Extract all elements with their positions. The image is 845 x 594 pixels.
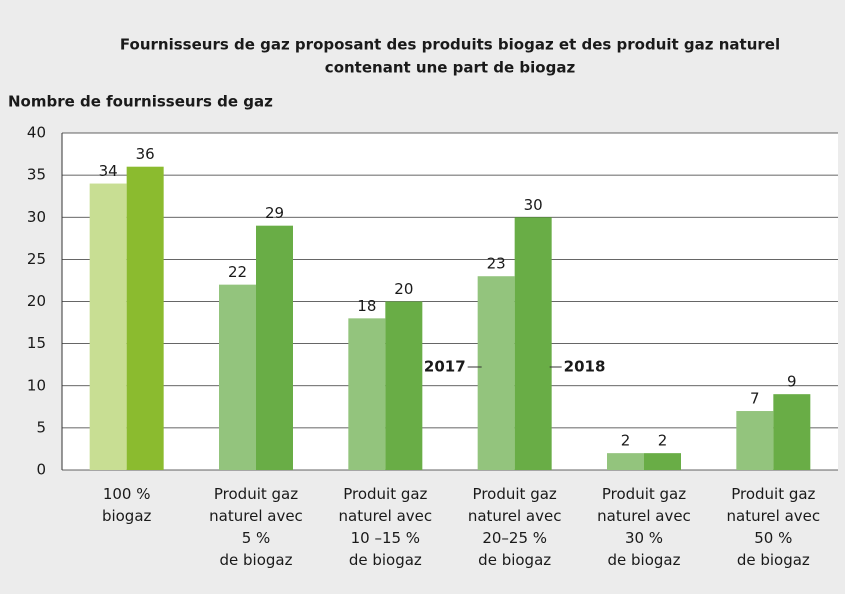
value-label: 18 — [357, 297, 376, 315]
legend-label: 2018 — [564, 358, 606, 376]
bar — [644, 453, 681, 470]
x-tick-label: Produit gaz naturel avec 5 % de biogaz — [209, 485, 303, 569]
bar — [385, 301, 423, 470]
bar — [348, 318, 386, 470]
chart-title: Fournisseurs de gaz proposant des produi… — [120, 36, 780, 54]
y-tick-label: 5 — [36, 418, 46, 436]
y-axis-label: Nombre de fournisseurs de gaz — [8, 93, 273, 111]
bar — [773, 394, 811, 470]
value-label: 7 — [750, 390, 760, 408]
legend-label: 2017 — [424, 358, 466, 376]
y-tick-label: 40 — [27, 124, 46, 142]
x-tick-label: Produit gaz naturel avec 50 % de biogaz — [727, 485, 821, 569]
x-tick-label: Produit gaz naturel avec 30 % de biogaz — [597, 485, 691, 569]
bar — [219, 284, 256, 470]
y-tick-label: 15 — [27, 334, 46, 352]
value-label: 30 — [524, 196, 543, 214]
value-label: 34 — [99, 162, 118, 180]
x-tick-label: Produit gaz naturel avec 20–25 % de biogaz — [468, 485, 562, 569]
bar — [256, 225, 293, 470]
value-label: 9 — [787, 373, 797, 391]
value-label: 29 — [265, 204, 284, 222]
chart-title: contenant une part de biogaz — [325, 59, 576, 77]
x-tick-label: Produit gaz naturel avec 10 –15 % de biogaz — [339, 485, 433, 569]
value-label: 22 — [228, 263, 247, 281]
y-tick-label: 20 — [27, 292, 46, 310]
value-label: 20 — [394, 280, 413, 298]
y-tick-label: 35 — [27, 166, 46, 184]
value-label: 2 — [658, 432, 668, 450]
bar — [477, 276, 515, 470]
x-tick-label: 100 % biogaz — [102, 485, 152, 525]
value-label: 23 — [487, 255, 506, 273]
y-tick-label: 0 — [36, 461, 46, 479]
bar — [126, 166, 164, 470]
bar — [736, 411, 774, 470]
y-tick-label: 30 — [27, 208, 46, 226]
bar — [607, 453, 644, 470]
bar — [514, 217, 552, 470]
y-tick-label: 10 — [27, 376, 46, 394]
value-label: 36 — [136, 145, 155, 163]
y-tick-label: 25 — [27, 250, 46, 268]
bar — [89, 183, 127, 471]
value-label: 2 — [621, 432, 631, 450]
